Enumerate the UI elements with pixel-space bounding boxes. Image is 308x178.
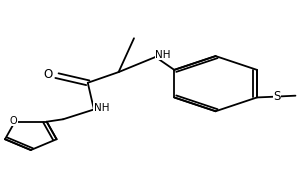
Text: S: S bbox=[273, 90, 281, 103]
Text: O: O bbox=[44, 68, 53, 81]
Text: O: O bbox=[10, 116, 17, 126]
Text: NH: NH bbox=[156, 50, 171, 60]
Text: NH: NH bbox=[94, 103, 109, 113]
